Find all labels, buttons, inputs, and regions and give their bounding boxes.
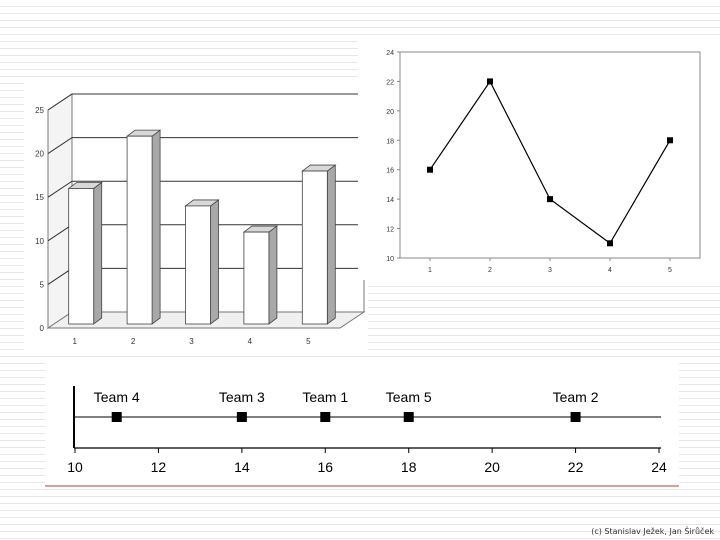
plot-area xyxy=(399,51,701,259)
x-tick-label: 22 xyxy=(568,459,584,475)
x-tick-label: 10 xyxy=(67,459,83,475)
dot-plot: 10 12 14 16 18 20 22 24 Team 4 Team 3 Team 1 Team 5… xyxy=(45,386,679,487)
line-chart-panel: 10 12 14 16 18 20 22 24 1 2 3 4 5 xyxy=(358,40,720,280)
data-point xyxy=(487,78,493,85)
data-point xyxy=(570,412,581,422)
gridline xyxy=(47,180,364,198)
gridline xyxy=(47,137,364,155)
point-label: Team 5 xyxy=(386,389,432,405)
y-tick-label: 12 xyxy=(386,227,394,234)
y-tick-label: 22 xyxy=(386,79,394,86)
bar-chart: 0 5 10 15 20 25 1 2 3 4 5 xyxy=(35,93,366,346)
point-label: Team 2 xyxy=(553,389,599,405)
data-point xyxy=(111,412,122,422)
data-point xyxy=(607,240,613,247)
x-tick-label: 4 xyxy=(608,267,612,274)
y-tick-label: 10 xyxy=(35,237,44,246)
bar xyxy=(243,231,270,325)
y-tick-label: 5 xyxy=(40,280,45,289)
data-point xyxy=(547,196,553,203)
x-tick-label: 18 xyxy=(401,459,417,475)
x-tick-label: 5 xyxy=(668,267,672,274)
bar xyxy=(301,170,328,325)
x-tick-label: 14 xyxy=(234,459,250,475)
bar-side xyxy=(210,199,219,325)
x-tick-label: 2 xyxy=(131,337,136,346)
x-tick-label: 3 xyxy=(548,267,552,274)
point-label: Team 3 xyxy=(219,389,265,405)
bar-chart-panel: 0 5 10 15 20 25 1 2 3 4 5 xyxy=(24,78,368,350)
dot-plot-panel: 10 12 14 16 18 20 22 24 Team 4 Team 3 Team 1 Team 5… xyxy=(45,360,679,488)
y-tick-label: 20 xyxy=(35,150,44,159)
x-tick-label: 5 xyxy=(306,337,311,346)
y-tick-label: 14 xyxy=(386,197,394,204)
point-label: Team 4 xyxy=(94,389,140,405)
bar-side xyxy=(151,129,161,325)
data-point xyxy=(667,137,673,144)
x-tick-label: 1 xyxy=(428,267,432,274)
copyright-footer: (c) Stanislav Ježek, Jan Širůček xyxy=(591,527,714,536)
x-tick-label: 2 xyxy=(488,267,492,274)
point-label: Team 1 xyxy=(302,389,348,405)
y-tick-label: 10 xyxy=(386,256,394,263)
bar xyxy=(126,135,153,325)
y-tick-label: 25 xyxy=(35,106,44,115)
y-tick-label: 24 xyxy=(386,50,394,57)
data-point xyxy=(236,412,247,422)
x-tick-label: 3 xyxy=(189,337,194,346)
y-tick-label: 18 xyxy=(386,138,394,145)
data-point xyxy=(403,412,414,422)
bar xyxy=(68,188,95,325)
series-line xyxy=(429,80,671,245)
y-tick-label: 20 xyxy=(386,109,394,116)
x-tick-label: 20 xyxy=(484,459,500,475)
bar-side xyxy=(326,164,336,325)
x-tick-label: 12 xyxy=(151,459,167,475)
y-tick-label: 16 xyxy=(386,168,394,175)
x-tick-label: 24 xyxy=(651,459,667,475)
x-tick-label: 4 xyxy=(248,337,253,346)
bar xyxy=(185,205,211,325)
data-point xyxy=(427,166,433,173)
y-tick-label: 15 xyxy=(35,193,44,202)
bar-side xyxy=(93,181,103,325)
data-point xyxy=(320,412,331,422)
x-tick-label: 16 xyxy=(317,459,333,475)
y-tick-label: 0 xyxy=(40,324,45,333)
bar-side xyxy=(268,225,278,325)
x-tick-label: 1 xyxy=(72,337,77,346)
gridline xyxy=(47,93,364,111)
